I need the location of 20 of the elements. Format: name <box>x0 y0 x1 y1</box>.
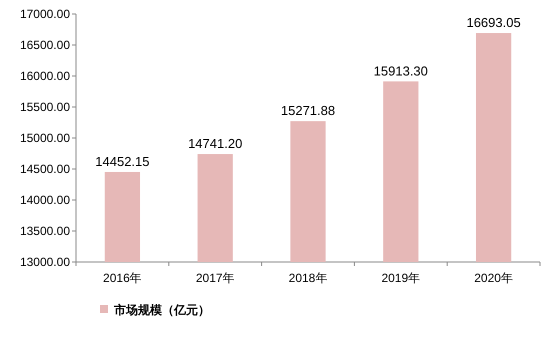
x-tick-label: 2018年 <box>288 271 328 285</box>
y-tick-label: 15500.00 <box>20 100 70 114</box>
y-tick-label: 17000.00 <box>20 7 70 21</box>
x-tick-label: 2017年 <box>196 271 235 285</box>
x-tick-label: 2016年 <box>103 271 142 285</box>
y-tick-label: 16000.00 <box>20 69 70 83</box>
text: 15913.30 <box>374 63 428 78</box>
y-tick-label: 14500.00 <box>20 162 70 176</box>
y-tick-label: 16500.00 <box>20 38 70 52</box>
text: 16693.05 <box>466 15 521 30</box>
y-tick-label: 14000.00 <box>20 193 70 207</box>
y-tick-label: 13500.00 <box>20 224 70 238</box>
y-tick-label: 13000.00 <box>20 255 70 269</box>
text: 14741.20 <box>188 136 242 152</box>
x-tick-label: 2019年 <box>381 271 420 285</box>
text: 15271.88 <box>280 103 336 118</box>
x-tick-label: 2020年 <box>474 271 513 285</box>
y-tick-label: 15000.00 <box>20 131 70 145</box>
text: 14452.15 <box>95 154 150 169</box>
legend-label: 市场规模（亿元） <box>113 303 210 317</box>
